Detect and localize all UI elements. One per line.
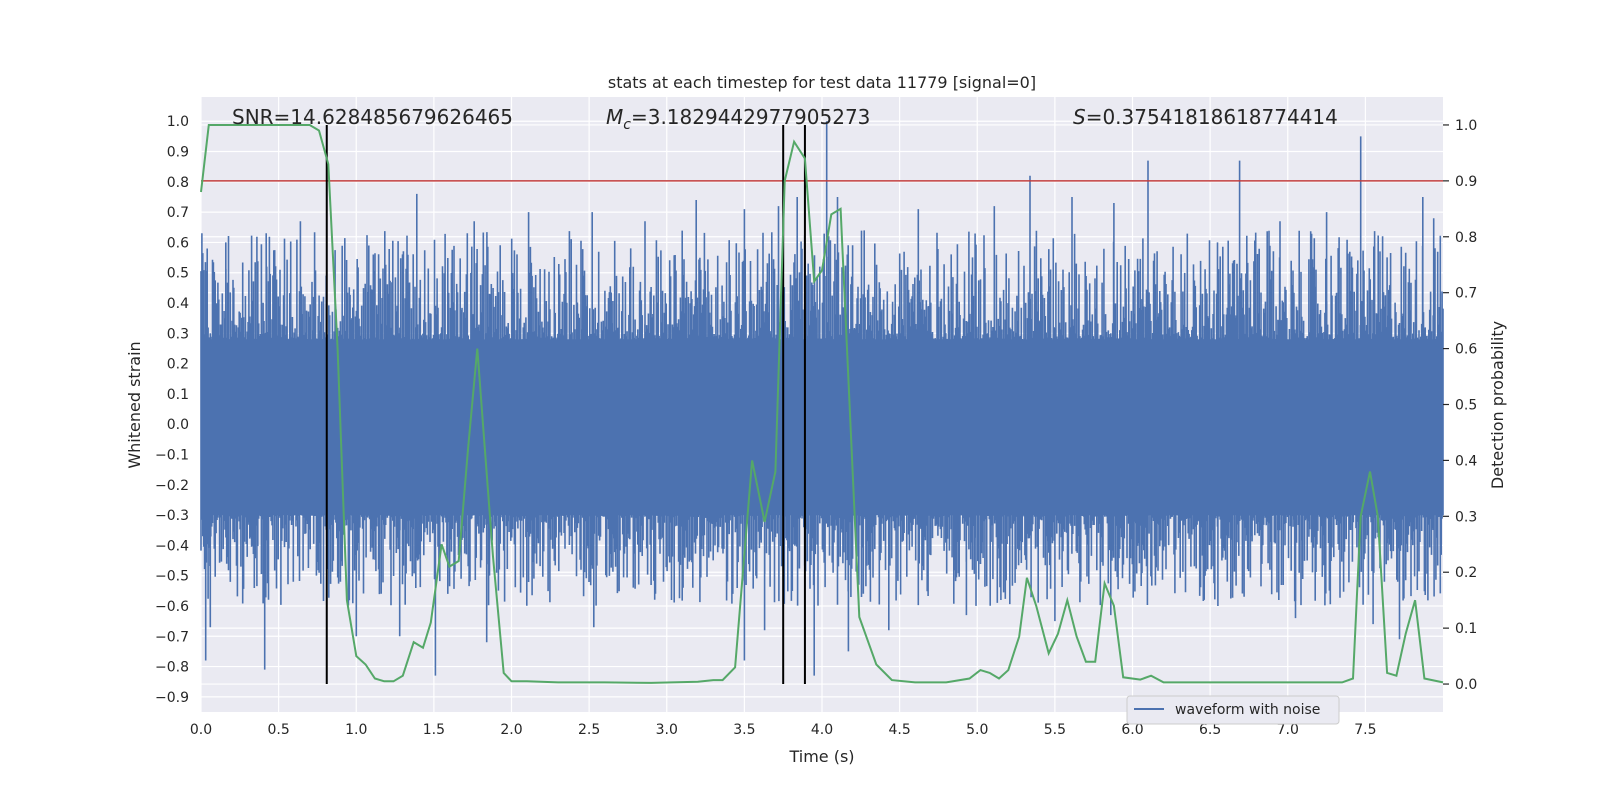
x-tick-label: 2.5 [578, 722, 600, 738]
y-left-tick-label: 0.0 [167, 417, 189, 433]
waveform-layer [200, 121, 1444, 676]
chirp-mass-symbol: M [606, 105, 623, 129]
chirp-mass-value: =3.1829442977905273 [631, 105, 870, 129]
y-left-tick-label: −0.4 [155, 538, 189, 554]
x-tick-label: 3.5 [733, 722, 755, 738]
y-left-tick-label: 0.1 [167, 387, 189, 403]
y-right-axis-label: Detection probability [1488, 321, 1507, 489]
y-right-tick-label: 0.6 [1455, 342, 1477, 358]
y-left-tick-label: −0.7 [155, 629, 189, 645]
x-tick-label: 6.0 [1121, 722, 1143, 738]
y-right-tick-label: 0.9 [1455, 174, 1477, 190]
chirp-mass-annotation: Mc=3.1829442977905273 [606, 105, 870, 133]
x-axis-label: Time (s) [788, 747, 854, 766]
x-tick-label: 1.0 [345, 722, 367, 738]
legend-label: waveform with noise [1175, 702, 1320, 718]
y-left-tick-label: −0.5 [155, 569, 189, 585]
y-right-tick-label: 0.8 [1455, 230, 1477, 246]
y-right-tick-label: 0.3 [1455, 509, 1477, 525]
legend: waveform with noise [1126, 695, 1340, 725]
y-left-tick-label: 0.8 [167, 175, 189, 191]
y-right-tick-label: 0.0 [1455, 677, 1477, 693]
y-left-tick-label: −0.2 [155, 478, 189, 494]
y-left-tick-label: 0.6 [167, 235, 189, 251]
y-left-axis-label: Whitened strain [125, 341, 144, 468]
y-right-tick-label: 0.5 [1455, 398, 1477, 414]
y-left-tick-label: 0.3 [167, 326, 189, 342]
y-left-tick-label: 0.7 [167, 205, 189, 221]
y-left-tick-label: 0.4 [167, 296, 189, 312]
x-tick-label: 4.0 [811, 722, 833, 738]
y-left-tick-label: −0.8 [155, 660, 189, 676]
probability-line [200, 124, 1444, 684]
x-tick-label: 0.5 [267, 722, 289, 738]
legend-box [1126, 695, 1340, 725]
probability-layer [200, 124, 1444, 684]
y-right-tick-label: 0.7 [1455, 286, 1477, 302]
y-left-tick-label: 1.0 [167, 114, 189, 130]
y-right-tick-label: 0.2 [1455, 565, 1477, 581]
waveform-line [200, 121, 1444, 676]
y-right-tick-layer: 0.0 0.1 0.2 0.3 0.4 0.5 0.6 0.7 0.8 0.9 1.0 [1443, 118, 1477, 693]
chirp-mass-subscript: c [623, 117, 631, 133]
x-tick-label: 1.5 [423, 722, 445, 738]
y-left-tick-label: 0.9 [167, 145, 189, 161]
y-left-tick-layer: −0.9 −0.8 −0.7 −0.6 −0.5 −0.4 −0.3 −0.2 −0.1 0.0 0… [155, 114, 189, 706]
y-right-tick-label: 1.0 [1455, 118, 1477, 134]
y-left-tick-label: 0.2 [167, 357, 189, 373]
s-annotation: S=0.37541818618774414 [1073, 105, 1338, 129]
x-tick-label: 7.5 [1354, 722, 1376, 738]
chart-title: stats at each timestep for test data 117… [608, 73, 1036, 92]
x-tick-label: 0.0 [190, 722, 212, 738]
y-left-tick-label: 0.5 [167, 266, 189, 282]
x-tick-label: 7.0 [1277, 722, 1299, 738]
x-tick-layer: 0.0 0.5 1.0 1.5 2.0 2.5 3.0 3.5 4.0 4.5 5.0 5.5 6.0 6… [190, 722, 1377, 738]
x-tick-label: 2.0 [500, 722, 522, 738]
s-value: =0.37541818618774414 [1086, 105, 1338, 129]
x-tick-label: 5.5 [1044, 722, 1066, 738]
y-left-tick-label: −0.3 [155, 508, 189, 524]
snr-annotation: SNR=14.628485679626465 [232, 105, 513, 129]
y-right-tick-label: 0.1 [1455, 621, 1477, 637]
y-left-tick-label: −0.1 [155, 447, 189, 463]
y-left-tick-label: −0.9 [155, 690, 189, 706]
s-symbol: S [1073, 105, 1086, 129]
x-tick-label: 6.5 [1199, 722, 1221, 738]
x-tick-label: 4.5 [888, 722, 910, 738]
y-right-tick-label: 0.4 [1455, 453, 1477, 469]
x-tick-label: 5.0 [966, 722, 988, 738]
y-left-tick-label: −0.6 [155, 599, 189, 615]
x-tick-label: 3.0 [656, 722, 678, 738]
